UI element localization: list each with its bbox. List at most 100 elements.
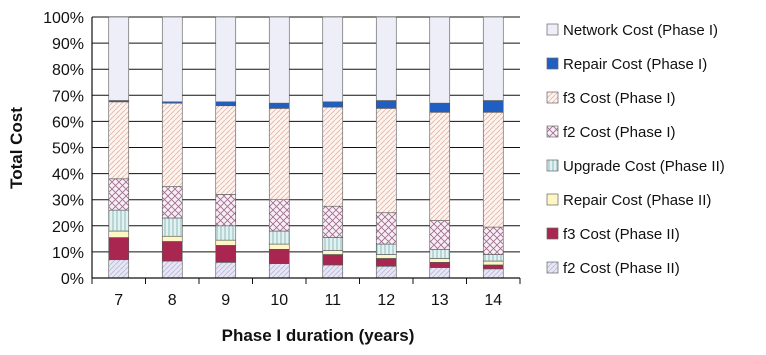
legend-swatch (546, 57, 559, 70)
legend-label: f2 Cost (Phase I) (563, 124, 676, 141)
bar-segment (482, 100, 504, 113)
bar-segment (268, 16, 290, 104)
y-tick-label: 100% (43, 10, 84, 27)
bar-segment (215, 16, 237, 103)
bar-segment (322, 205, 344, 238)
bar-segment (268, 248, 290, 264)
legend-swatch (546, 261, 559, 274)
bar-segment (482, 254, 504, 262)
x-tick-label: 8 (168, 292, 177, 309)
bar-segment (215, 245, 237, 263)
y-tick-label: 60% (52, 114, 84, 131)
legend-swatch (546, 125, 559, 138)
bar-segment (375, 100, 397, 109)
x-tick-labels: 7 8 9 10 11 12 13 14 (114, 292, 502, 309)
legend-swatch (546, 91, 559, 104)
bar-segment (482, 260, 504, 266)
legend: Network Cost (Phase I) Repair Cost (Phase… (546, 22, 725, 277)
bar-segment (429, 258, 451, 263)
bar-segment (215, 239, 237, 246)
bar-segment (161, 235, 183, 242)
bar-segment (482, 16, 504, 101)
bar-segment (215, 194, 237, 227)
bar-segment (429, 16, 451, 104)
x-tick-label: 10 (270, 292, 288, 309)
legend-label: Repair Cost (Phase II) (563, 192, 711, 209)
y-tick-label: 20% (52, 219, 84, 236)
legend-label: f3 Cost (Phase II) (563, 226, 680, 243)
bar-segment (161, 16, 183, 103)
bar-segment (375, 212, 397, 245)
x-tick-label: 11 (324, 292, 341, 309)
bar-segment (108, 16, 130, 101)
bar-segment (268, 108, 290, 200)
gridlines (92, 16, 520, 253)
bar-segment (482, 264, 504, 270)
y-tick-label: 10% (52, 245, 84, 262)
legend-label: Repair Cost (Phase I) (563, 56, 707, 73)
bar-segment (375, 16, 397, 101)
legend-label: Network Cost (Phase I) (563, 22, 718, 39)
bar-segment (375, 108, 397, 214)
legend-label: Upgrade Cost (Phase II) (563, 158, 725, 175)
y-tick-label: 80% (52, 62, 84, 79)
bars (108, 16, 504, 279)
x-axis-title: Phase I duration (years) (222, 326, 415, 345)
y-tick-labels: 0% 10% 20% 30% 40% 50% 60% 70% 80% 90% 100% (43, 10, 84, 288)
bar-segment (108, 230, 130, 238)
bar-segment (375, 258, 397, 267)
bar-segment (429, 267, 451, 279)
bar-segment (429, 102, 451, 113)
bar-segment (268, 243, 290, 250)
bar-segment (215, 101, 237, 107)
bar-segment (108, 237, 130, 261)
legend-swatch (546, 193, 559, 206)
bar-segment (429, 220, 451, 250)
legend-label: f2 Cost (Phase II) (563, 260, 680, 277)
bar-segment (268, 230, 290, 245)
legend-swatch (546, 227, 559, 240)
y-tick-label: 0% (61, 271, 84, 288)
bar-segment (268, 102, 290, 109)
bar-segment (161, 241, 183, 262)
y-tick-label: 30% (52, 193, 84, 210)
y-tick-label: 40% (52, 167, 84, 184)
bar-segment (268, 263, 290, 279)
bar-segment (429, 262, 451, 268)
bar-segment (108, 259, 130, 279)
x-tick-label: 7 (114, 292, 123, 309)
bar-segment (322, 106, 344, 207)
legend-swatch (546, 23, 559, 36)
x-tick-label: 14 (484, 292, 502, 309)
bar-segment (482, 226, 504, 255)
bar-segment (215, 262, 237, 279)
x-tick-label: 13 (431, 292, 449, 309)
x-tick-label: 12 (377, 292, 395, 309)
bar-segment (108, 101, 130, 180)
bar-segment (429, 111, 451, 221)
bar-segment (322, 237, 344, 251)
legend-swatch (546, 159, 559, 172)
bar-segment (215, 105, 237, 195)
bar-segment (161, 260, 183, 279)
bar-segment (161, 217, 183, 237)
bar-segment (322, 101, 344, 108)
bar-segment (161, 102, 183, 187)
legend-label: f3 Cost (Phase I) (563, 90, 676, 107)
bar-segment (482, 111, 504, 228)
bar-segment (429, 248, 451, 259)
axes (91, 17, 521, 284)
bar-segment (215, 225, 237, 241)
bar-segment (108, 209, 130, 232)
bar-segment (375, 254, 397, 259)
bar-segment (268, 199, 290, 232)
bar-segment (322, 16, 344, 103)
bar-segment (322, 254, 344, 266)
bar-segment (161, 186, 183, 219)
bar-segment (322, 264, 344, 279)
bar-segment (322, 250, 344, 255)
y-tick-label: 90% (52, 36, 84, 53)
y-tick-label: 50% (52, 141, 84, 158)
